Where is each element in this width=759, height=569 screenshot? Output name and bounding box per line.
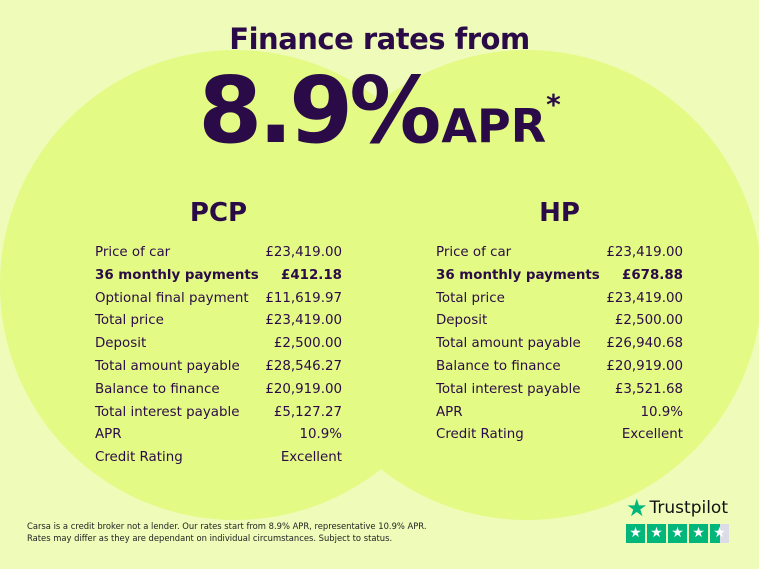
table-row: 36 monthly payments £678.88 xyxy=(436,265,683,288)
background-circle-right xyxy=(292,50,759,520)
row-label: Balance to finance xyxy=(95,381,220,397)
asterisk: * xyxy=(546,88,561,121)
disclaimer-line: Rates may differ as they are dependant o… xyxy=(27,533,393,543)
headline: Finance rates from xyxy=(229,22,530,56)
table-row: Total amount payable £26,940.68 xyxy=(436,333,683,356)
row-label: APR xyxy=(95,427,122,443)
row-label: Total amount payable xyxy=(95,358,240,374)
table-row: Balance to finance £20,919.00 xyxy=(95,379,342,402)
row-label: Optional final payment xyxy=(95,290,249,306)
row-value: £2,500.00 xyxy=(273,336,342,352)
row-label: Total amount payable xyxy=(436,336,581,352)
table-row: Deposit £2,500.00 xyxy=(95,333,342,356)
table-row: Total amount payable £28,546.27 xyxy=(95,356,342,379)
star-rating: ★ ★ ★ ★ ★ xyxy=(626,524,729,543)
star-icon: ★ xyxy=(626,494,648,522)
table-row: Credit Rating Excellent xyxy=(436,424,683,447)
row-value: £23,419.00 xyxy=(606,245,683,260)
disclaimer-line: Carsa is a credit broker not a lender. O… xyxy=(27,521,427,531)
table-row: Credit Rating Excellent xyxy=(95,447,342,470)
table-row: Total price £23,419.00 xyxy=(95,310,342,333)
rate-banner: 8.9% APR * xyxy=(0,57,759,164)
row-label: Price of car xyxy=(95,245,171,260)
row-label: Total price xyxy=(436,290,505,306)
table-row: Price of car £23,419.00 xyxy=(95,242,342,265)
rating-star-icon: ★ xyxy=(626,524,645,543)
table-row: Total interest payable £3,521.68 xyxy=(436,379,683,402)
table-row: Deposit £2,500.00 xyxy=(436,310,683,333)
rating-star-icon: ★ xyxy=(647,524,666,543)
hp-title: HP xyxy=(539,198,580,228)
row-label: Deposit xyxy=(436,313,488,329)
row-label: Price of car xyxy=(436,245,512,260)
row-label: APR xyxy=(436,404,463,420)
rate-value: 8.9% xyxy=(198,57,441,164)
table-row: Total price £23,419.00 xyxy=(436,288,683,311)
table-row: Total interest payable £5,127.27 xyxy=(95,402,342,425)
row-value: £23,419.00 xyxy=(265,313,342,329)
table-row: Optional final payment £11,619.97 xyxy=(95,288,342,311)
hp-table: HP Price of car £23,419.00 36 monthly paym… xyxy=(436,198,683,447)
row-value: £23,419.00 xyxy=(265,245,342,260)
rating-star-icon: ★ xyxy=(689,524,708,543)
row-value: £26,940.68 xyxy=(606,336,683,352)
rating-star-icon: ★ xyxy=(668,524,687,543)
row-value: £678.88 xyxy=(622,267,683,283)
row-value: £5,127.27 xyxy=(273,404,342,420)
table-row: 36 monthly payments £412.18 xyxy=(95,265,342,288)
table-row: Price of car £23,419.00 xyxy=(436,242,683,265)
row-label: Credit Rating xyxy=(436,427,524,443)
row-value: £412.18 xyxy=(281,267,342,283)
row-value: 10.9% xyxy=(640,404,683,420)
row-value: £11,619.97 xyxy=(265,290,342,306)
row-label: Credit Rating xyxy=(95,450,183,466)
table-row: APR 10.9% xyxy=(436,402,683,425)
trustpilot-name: Trustpilot xyxy=(649,498,728,518)
apr-label: APR xyxy=(441,99,547,153)
row-value: £2,500.00 xyxy=(614,313,683,329)
rating-star-icon: ★ xyxy=(710,524,729,543)
row-label: 36 monthly payments xyxy=(95,267,259,283)
row-value: £20,919.00 xyxy=(265,381,342,397)
row-label: Total price xyxy=(95,313,164,329)
table-row: Balance to finance £20,919.00 xyxy=(436,356,683,379)
row-value: £28,546.27 xyxy=(265,358,342,374)
disclaimer: Carsa is a credit broker not a lender. O… xyxy=(27,520,426,544)
row-value: Excellent xyxy=(280,450,342,466)
row-label: Balance to finance xyxy=(436,358,561,374)
row-value: Excellent xyxy=(621,427,683,443)
row-value: 10.9% xyxy=(299,427,342,443)
row-label: 36 monthly payments xyxy=(436,267,600,283)
table-row: APR 10.9% xyxy=(95,424,342,447)
row-value: £23,419.00 xyxy=(606,290,683,306)
pcp-title: PCP xyxy=(189,198,248,228)
row-value: £3,521.68 xyxy=(614,381,683,397)
row-label: Total interest payable xyxy=(436,381,581,397)
pcp-table: PCP Price of car £23,419.00 36 monthly pay… xyxy=(95,198,342,470)
trustpilot-badge[interactable]: ★ Trustpilot ★ ★ ★ ★ ★ xyxy=(626,494,729,543)
row-label: Total interest payable xyxy=(95,404,240,420)
row-label: Deposit xyxy=(95,336,147,352)
row-value: £20,919.00 xyxy=(606,358,683,374)
